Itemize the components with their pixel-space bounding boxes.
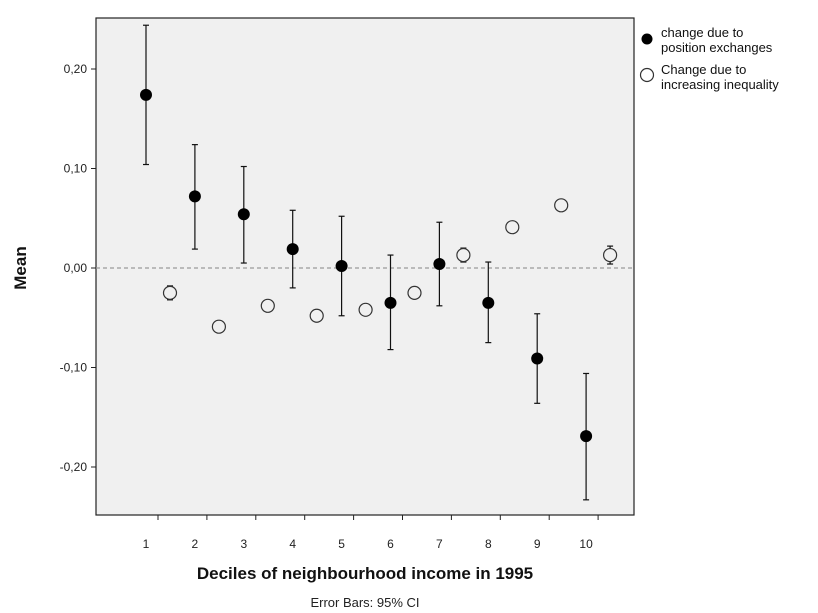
legend-label-increasing-inequality-line2: increasing inequality	[661, 77, 779, 92]
y-axis: 0,20 0,10 0,00 -0,10 -0,20	[60, 62, 96, 474]
data-point-position-exchanges	[433, 258, 446, 271]
x-tick-label: 5	[338, 537, 345, 551]
y-tick-label: 0,20	[64, 62, 88, 76]
y-tick-label: -0,10	[60, 361, 88, 375]
plot-area	[95, 17, 635, 516]
series-layer	[140, 24, 618, 501]
x-tick-label: 9	[534, 537, 541, 551]
data-point-increasing-inequality	[309, 308, 324, 323]
legend-label-increasing-inequality-line1: Change due to	[661, 62, 746, 77]
data-point-position-exchanges	[188, 190, 201, 203]
x-axis-title: Deciles of neighbourhood income in 1995	[197, 564, 533, 583]
data-point-position-exchanges	[531, 352, 544, 365]
data-point-position-exchanges	[335, 260, 348, 273]
data-point-increasing-inequality	[602, 247, 618, 263]
data-point-position-exchanges	[286, 243, 299, 256]
x-tick-label: 1	[143, 537, 150, 551]
legend-label-position-exchanges-line1: change due to	[661, 25, 743, 40]
data-point-increasing-inequality	[358, 302, 373, 317]
data-point-increasing-inequality	[456, 247, 471, 263]
x-tick-label: 3	[240, 537, 247, 551]
x-tick-label: 4	[289, 537, 296, 551]
x-tick-label: 8	[485, 537, 492, 551]
y-tick-label: 0,00	[64, 261, 88, 275]
legend-label-position-exchanges-line2: position exchanges	[661, 40, 773, 55]
data-point-position-exchanges	[580, 430, 593, 443]
y-tick-label: -0,20	[60, 460, 88, 474]
data-point-position-exchanges	[140, 88, 152, 101]
x-tick-label: 6	[387, 537, 394, 551]
data-point-increasing-inequality	[260, 298, 275, 313]
data-point-increasing-inequality	[505, 220, 520, 235]
data-point-increasing-inequality	[554, 198, 569, 213]
data-point-position-exchanges	[482, 296, 495, 309]
legend: change due to position exchanges Change …	[639, 25, 779, 92]
data-point-increasing-inequality	[211, 319, 226, 334]
y-axis-title: Mean	[11, 246, 30, 289]
x-axis: 1 2 3 4 5 6 7 8 9 10	[143, 515, 599, 551]
legend-marker-position-exchanges	[641, 33, 653, 45]
x-tick-label: 7	[436, 537, 443, 551]
y-tick-label: 0,10	[64, 162, 88, 176]
legend-marker-increasing-inequality	[639, 67, 655, 83]
data-point-increasing-inequality	[407, 285, 422, 300]
x-tick-label: 2	[192, 537, 199, 551]
x-tick-label: 10	[579, 537, 593, 551]
data-point-increasing-inequality	[162, 285, 178, 300]
error-bars-footnote: Error Bars: 95% CI	[310, 595, 419, 610]
data-point-position-exchanges	[237, 208, 250, 221]
data-point-position-exchanges	[384, 296, 397, 309]
